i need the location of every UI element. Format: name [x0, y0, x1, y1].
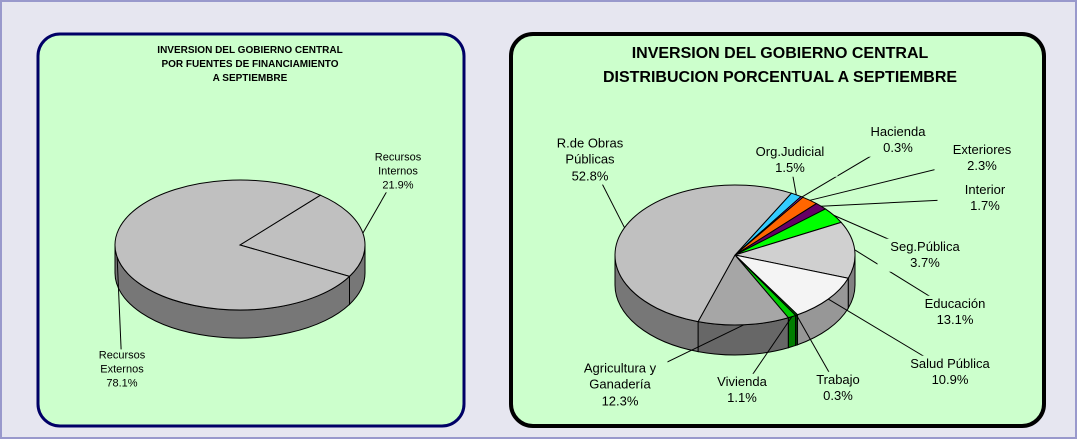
pie-slice — [697, 254, 790, 326]
value-label: 1.1% — [727, 390, 757, 405]
category-label: Recursos Externos — [98, 349, 146, 376]
value-label: 13.1% — [936, 312, 974, 327]
value-label: 1.5% — [775, 160, 805, 175]
data-label: Agricultura y Ganadería 12.3% — [572, 360, 668, 410]
value-label: 0.3% — [823, 388, 853, 403]
data-label: Org.Judicial 1.5% — [742, 143, 838, 177]
pie-slice — [238, 194, 366, 277]
data-label: Trabajo 0.3% — [790, 371, 886, 405]
value-label: 78.1% — [106, 376, 138, 389]
value-label: 3.7% — [910, 255, 940, 270]
data-label: Recursos Internos 21.9% — [368, 151, 428, 193]
data-label: Exteriores 2.3% — [934, 141, 1030, 175]
pie-slice — [734, 221, 856, 279]
value-label: 2.3% — [967, 158, 997, 173]
data-label: Recursos Externos 78.1% — [92, 349, 152, 391]
value-label: 12.3% — [601, 393, 639, 409]
data-label: Salud Pública 10.9% — [902, 355, 998, 389]
data-label: Educación 13.1% — [907, 295, 1003, 329]
category-label: Educación — [924, 295, 986, 311]
category-label: R.de Obras Públicas — [556, 135, 624, 167]
category-label: Vivienda — [717, 373, 767, 389]
data-label: R.de Obras Públicas 52.8% — [542, 135, 638, 185]
category-label: Recursos Internos — [374, 151, 422, 178]
category-label: Agricultura y Ganadería — [583, 360, 657, 392]
data-label: Seg.Pública 3.7% — [877, 238, 973, 272]
category-label: Hacienda — [870, 123, 926, 139]
data-label: Vivienda 1.1% — [694, 373, 790, 407]
category-label: Trabajo — [816, 371, 860, 387]
value-label: 1.7% — [970, 198, 1000, 213]
value-label: 52.8% — [571, 168, 609, 184]
category-label: Seg.Pública — [890, 238, 960, 254]
category-label: Org.Judicial — [755, 143, 825, 159]
value-label: 21.9% — [382, 178, 414, 191]
category-label: Interior — [964, 181, 1006, 197]
value-label: 0.3% — [883, 140, 913, 155]
category-label: Salud Pública — [910, 355, 990, 371]
data-label: Hacienda 0.3% — [850, 123, 946, 157]
category-label: Exteriores — [952, 141, 1012, 157]
value-label: 10.9% — [931, 372, 969, 387]
chart-title: INVERSION DEL GOBIERNO CENTRAL DISTRIBUC… — [602, 45, 958, 86]
chart-title: INVERSION DEL GOBIERNO CENTRAL POR FUENT… — [157, 45, 343, 84]
data-label: Interior 1.7% — [937, 181, 1033, 215]
